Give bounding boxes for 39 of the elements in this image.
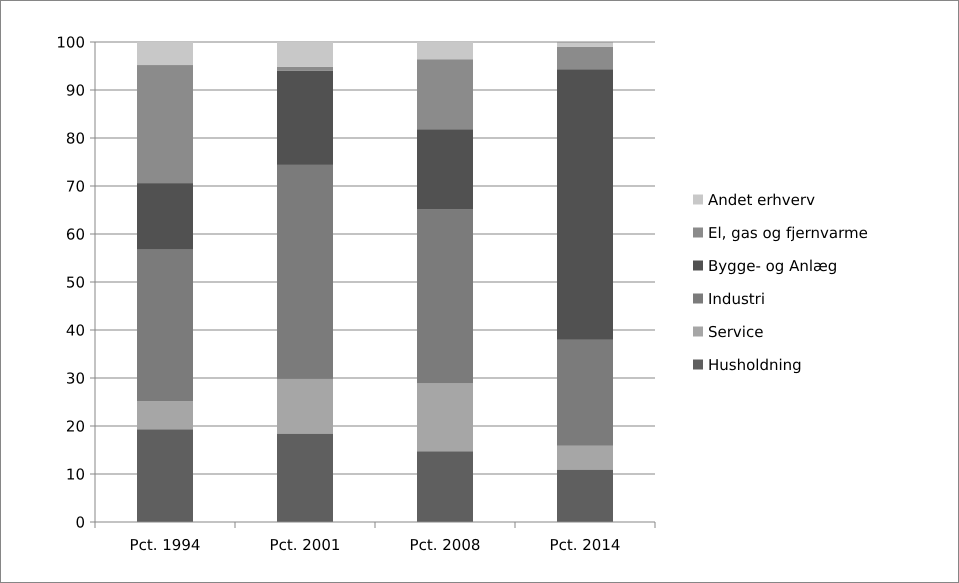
bar (557, 46, 613, 70)
x-tick-label: Pct. 2001 (270, 536, 340, 554)
bar (277, 434, 333, 522)
bar (277, 70, 333, 165)
y-tick-label: 100 (56, 33, 85, 52)
y-tick-label: 60 (66, 225, 85, 244)
bar (557, 470, 613, 522)
legend-label: Andet erhverv (708, 190, 816, 209)
legend-label: Service (708, 322, 764, 341)
bar (137, 42, 193, 66)
y-tick-label: 50 (66, 273, 85, 292)
legend-label: El, gas og fjernvarme (708, 224, 868, 242)
legend-label: Bygge- og Anlæg (708, 256, 838, 275)
bar (277, 42, 333, 67)
x-tick-label: Pct. 2008 (410, 536, 480, 554)
y-tick-label: 0 (75, 513, 85, 532)
y-tick-label: 40 (66, 321, 85, 340)
bar (137, 401, 193, 430)
bar (137, 429, 193, 522)
bar (137, 183, 193, 250)
y-tick-label: 90 (66, 81, 85, 100)
y-tick-label: 20 (66, 417, 85, 436)
y-tick-label: 30 (66, 369, 85, 388)
y-tick-label: 10 (66, 465, 85, 484)
bar (417, 42, 473, 60)
bar (277, 66, 333, 71)
bar (277, 378, 333, 434)
legend-label: Industri (708, 290, 765, 308)
x-tick-label: Pct. 1994 (130, 536, 200, 554)
y-tick-label: 70 (66, 177, 85, 196)
x-tick-label: Pct. 2014 (550, 536, 620, 554)
bar (417, 451, 473, 522)
bar (417, 383, 473, 452)
y-tick-label: 80 (66, 129, 85, 148)
bar (417, 129, 473, 210)
bar (557, 446, 613, 470)
bar (557, 69, 613, 340)
legend-label: Husholdning (708, 356, 802, 374)
bar (557, 42, 613, 47)
